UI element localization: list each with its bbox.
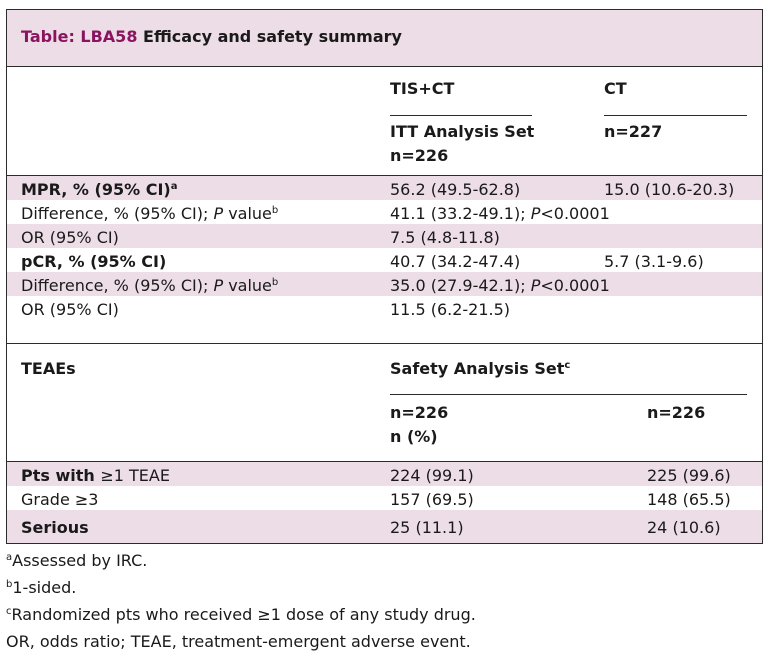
p-symbol: P bbox=[213, 276, 224, 295]
row-label-text: Grade bbox=[21, 490, 75, 509]
any-teae-tis-ct: 224 (99.1) bbox=[390, 466, 474, 485]
col-header-tis-ct-rule bbox=[390, 115, 532, 116]
safety-header-bottom-rule bbox=[7, 461, 762, 462]
row-band bbox=[7, 462, 762, 486]
row-label-any-teae: Pts with ≥1 TEAE bbox=[21, 467, 170, 485]
footnotes: aAssessed by IRC. b1-sided. cRandomized … bbox=[6, 548, 763, 658]
row-label-pcr: pCR, % (95% CI) bbox=[21, 252, 167, 271]
row-label-tail: 1 TEAE bbox=[113, 466, 170, 485]
serious-ct: 24 (10.6) bbox=[647, 518, 721, 537]
footnote-marker: b bbox=[6, 579, 13, 590]
p-symbol: P bbox=[530, 276, 541, 295]
footnote-marker: c bbox=[6, 606, 12, 617]
footnote-c: cRandomized pts who received ≥1 dose of … bbox=[6, 605, 476, 624]
grade-3-tis-ct: 157 (69.5) bbox=[390, 490, 474, 509]
p-value: <0.0001 bbox=[540, 276, 610, 295]
pcr-ct: 5.7 (3.1-9.6) bbox=[604, 252, 704, 271]
row-label-text: Difference, % (95% CI); bbox=[21, 276, 214, 295]
mpr-tis-ct: 56.2 (49.5-62.8) bbox=[390, 180, 521, 199]
table-title-code: Table: LBA58 bbox=[21, 27, 138, 46]
safety-header-rule bbox=[390, 394, 747, 395]
footnote-a: aAssessed by IRC. bbox=[6, 551, 147, 570]
row-label-grade-3: Grade ≥3 bbox=[21, 491, 98, 509]
safety-analysis-set-text: Safety Analysis Set bbox=[390, 359, 565, 378]
table-title-band: Table: LBA58 Efficacy and safety summary bbox=[7, 10, 762, 67]
grade-3-ct: 148 (65.5) bbox=[647, 490, 731, 509]
pcr-difference-value: 35.0 (27.9-42.1); P<0.0001 bbox=[390, 277, 610, 295]
teaes-header: TEAEs bbox=[21, 359, 76, 378]
row-band bbox=[7, 224, 762, 248]
safety-unit: n (%) bbox=[390, 427, 438, 446]
row-label-text: MPR, % (95% CI) bbox=[21, 180, 171, 199]
p-symbol: P bbox=[213, 204, 224, 223]
difference-ci: 41.1 (33.2-49.1); bbox=[390, 204, 531, 223]
pcr-or-value: 11.5 (6.2-21.5) bbox=[390, 300, 511, 319]
mpr-difference-value: 41.1 (33.2-49.1); P<0.0001 bbox=[390, 205, 610, 223]
row-label-tail: 3 bbox=[88, 490, 99, 509]
safety-tis-ct-n: n=226 bbox=[390, 403, 449, 422]
safety-ct-n: n=226 bbox=[647, 403, 706, 422]
p-symbol: P bbox=[530, 204, 541, 223]
row-band bbox=[7, 272, 762, 296]
footnote-marker: c bbox=[564, 360, 571, 371]
p-value: <0.0001 bbox=[540, 204, 610, 223]
pcr-tis-ct: 40.7 (34.2-47.4) bbox=[390, 252, 521, 271]
row-band bbox=[7, 176, 762, 200]
row-label-serious: Serious bbox=[21, 518, 89, 537]
row-label-tail: value bbox=[223, 204, 272, 223]
row-band bbox=[7, 510, 762, 543]
col-header-tis-ct: TIS+CT bbox=[390, 79, 455, 98]
footnote-marker: a bbox=[6, 552, 13, 563]
itt-analysis-set-label: ITT Analysis Set bbox=[390, 122, 535, 141]
header-rule bbox=[7, 175, 762, 176]
difference-ci: 35.0 (27.9-42.1); bbox=[390, 276, 531, 295]
geq-symbol: ≥ bbox=[74, 490, 89, 509]
footnote-text: Assessed by IRC. bbox=[12, 551, 148, 570]
tis-ct-n: n=226 bbox=[390, 146, 449, 165]
row-label-text: Pts with bbox=[21, 466, 101, 485]
footnote-text: Randomized pts who received ≥1 dose of a… bbox=[11, 605, 476, 624]
row-label-mpr-difference: Difference, % (95% CI); P valueb bbox=[21, 205, 278, 223]
row-label-pcr-difference: Difference, % (95% CI); P valueb bbox=[21, 277, 278, 295]
footnote-marker: b bbox=[271, 277, 279, 288]
col-header-ct: CT bbox=[604, 79, 627, 98]
mpr-ct: 15.0 (10.6-20.3) bbox=[604, 180, 735, 199]
row-label-tail: value bbox=[223, 276, 272, 295]
serious-tis-ct: 25 (11.1) bbox=[390, 518, 464, 537]
row-label-text: Difference, % (95% CI); bbox=[21, 204, 214, 223]
footnote-b: b1-sided. bbox=[6, 578, 76, 597]
footnote-marker: a bbox=[170, 181, 178, 192]
row-label-mpr-or: OR (95% CI) bbox=[21, 228, 119, 247]
row-label-pcr-or: OR (95% CI) bbox=[21, 300, 119, 319]
footnote-abbreviations: OR, odds ratio; TEAE, treatment-emergent… bbox=[6, 632, 471, 651]
table-title: Table: LBA58 Efficacy and safety summary bbox=[21, 27, 402, 46]
safety-analysis-set-header: Safety Analysis Setc bbox=[390, 360, 570, 378]
footnote-text: 1-sided. bbox=[12, 578, 77, 597]
footnote-marker: b bbox=[271, 205, 279, 216]
summary-table: Table: LBA58 Efficacy and safety summary… bbox=[6, 9, 763, 544]
row-label-mpr: MPR, % (95% CI)a bbox=[21, 181, 177, 199]
section-rule bbox=[7, 343, 762, 344]
table-title-text: Efficacy and safety summary bbox=[143, 27, 402, 46]
any-teae-ct: 225 (99.6) bbox=[647, 466, 731, 485]
col-header-ct-rule bbox=[604, 115, 747, 116]
mpr-or-value: 7.5 (4.8-11.8) bbox=[390, 228, 500, 247]
geq-symbol: ≥ bbox=[100, 466, 114, 485]
ct-n: n=227 bbox=[604, 122, 663, 141]
